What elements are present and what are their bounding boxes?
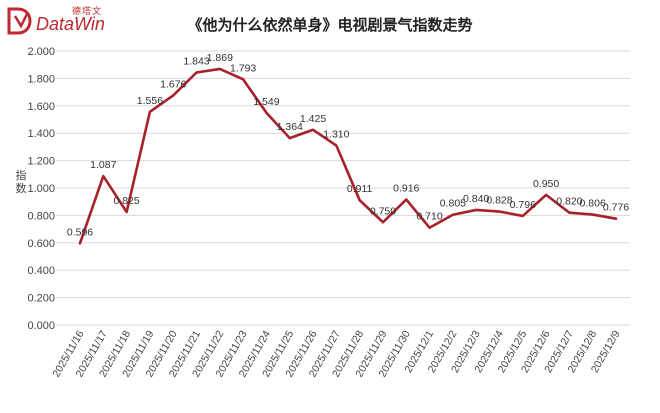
y-tick-label: 0.000 (27, 320, 55, 332)
data-label: 1.087 (90, 159, 116, 171)
y-tick-label: 1.600 (27, 101, 55, 113)
brand-name-en: DataWin (36, 14, 105, 34)
data-label: 1.556 (137, 95, 163, 107)
data-label: 1.676 (160, 78, 186, 90)
data-label: 0.916 (393, 183, 419, 195)
y-tick-label: 0.400 (27, 265, 55, 277)
datawin-logo: 德塔文 DataWin (6, 4, 116, 38)
data-label: 1.549 (253, 96, 279, 108)
y-tick-label: 1.200 (27, 156, 55, 168)
series-line (78, 67, 618, 245)
data-label: 1.310 (323, 129, 349, 141)
data-label: 0.911 (347, 183, 373, 195)
y-tick-label: 1.000 (27, 183, 55, 195)
x-tick-labels: 2025/11/162025/11/172025/11/182025/11/19… (50, 328, 622, 379)
y-tick-label: 0.200 (27, 293, 55, 305)
data-label: 0.825 (113, 195, 139, 207)
data-label: 1.425 (300, 113, 326, 125)
series-line-path (78, 67, 618, 245)
y-tick-label: 1.800 (27, 73, 55, 85)
y-tick-label: 0.800 (27, 210, 55, 222)
y-tick-labels: 0.000 0.200 0.400 0.600 0.800 1.000 1.200 1.400… (27, 46, 55, 332)
data-label: 1.843 (183, 56, 209, 68)
data-label: 0.805 (440, 198, 466, 210)
data-label: 1.869 (207, 52, 233, 64)
data-label: 0.750 (370, 205, 396, 217)
data-label: 0.796 (510, 199, 536, 211)
data-label: 0.820 (556, 196, 582, 208)
data-label: 0.950 (533, 178, 559, 190)
y-tick-label: 2.000 (27, 46, 55, 58)
data-label: 0.828 (486, 195, 512, 207)
chart-title: 《他为什么依然单身》电视剧景气指数走势 (187, 17, 473, 34)
y-tick-label: 0.600 (27, 238, 55, 250)
datawin-logo-mark-icon (7, 7, 32, 35)
y-axis-label: 指数 (15, 170, 27, 195)
data-label: 0.806 (580, 198, 606, 210)
data-label: 1.793 (230, 62, 256, 74)
brand-name-cn: 德塔文 (72, 6, 103, 16)
y-tick-label: 1.400 (27, 128, 55, 140)
data-labels: 0.596 1.087 0.825 1.556 1.676 1.8431.8691.793… (67, 52, 629, 238)
data-label: 0.596 (67, 226, 93, 238)
data-label: 0.776 (603, 202, 629, 214)
data-label: 0.710 (416, 211, 442, 223)
data-label: 1.364 (277, 121, 303, 133)
data-label: 0.840 (463, 193, 489, 205)
